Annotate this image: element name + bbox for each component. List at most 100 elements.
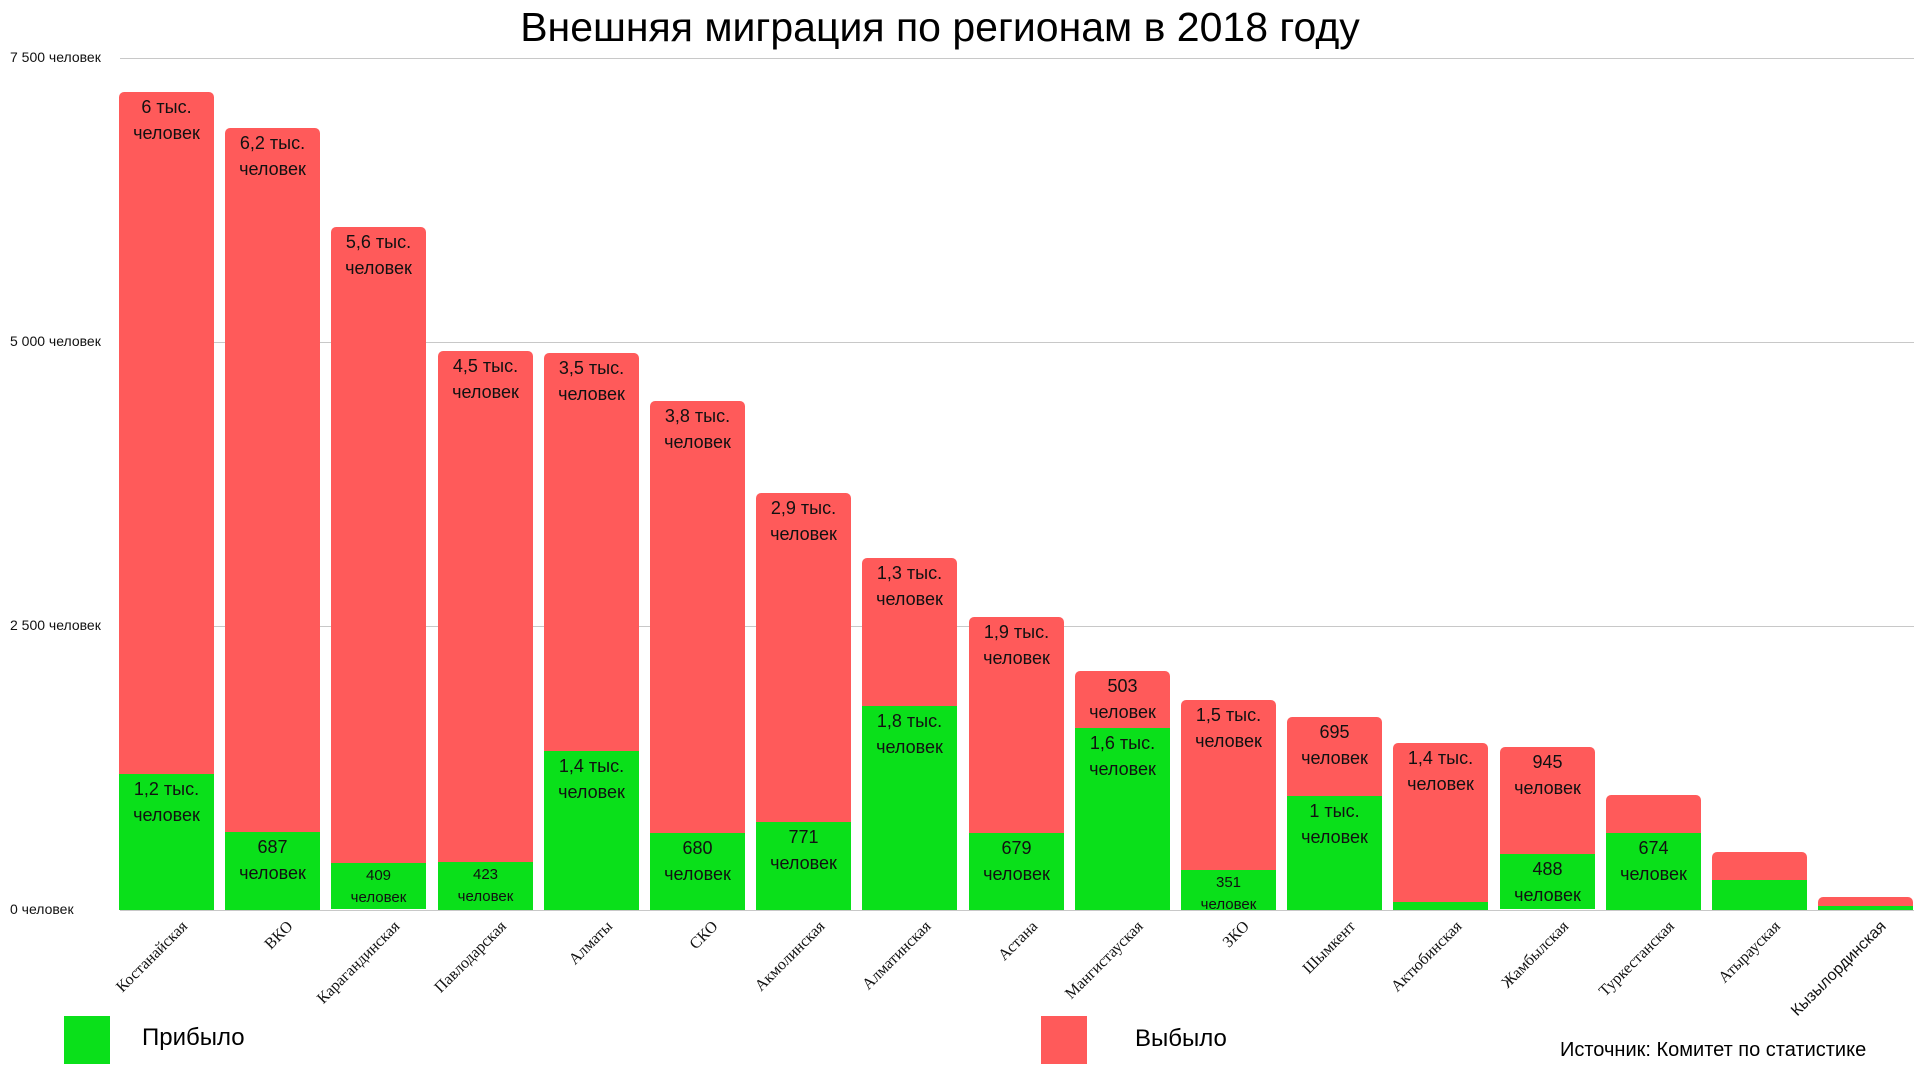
bar-segment-arrived[interactable]: 488 человек <box>1500 854 1595 909</box>
bar-segment-departed[interactable]: 1,5 тыс. человек <box>1181 700 1276 870</box>
data-label-line: 1,3 тыс. <box>876 563 943 583</box>
data-label: 6 тыс. человек <box>119 94 214 146</box>
bar-2[interactable]: 5,6 тыс. человек 409 человек <box>331 227 426 910</box>
data-label-line: 5,6 тыс. <box>345 232 412 252</box>
bar-3[interactable]: 4,5 тыс. человек 423 человек <box>438 351 533 910</box>
data-label-line: человек <box>664 864 731 884</box>
data-label: 695 человек <box>1287 719 1382 771</box>
bar-segment-departed[interactable] <box>1712 852 1807 880</box>
bar-segment-arrived[interactable]: 687 человек <box>225 832 320 910</box>
x-tick-label: СКО <box>686 918 722 954</box>
data-label-line: 6,2 тыс. <box>239 133 306 153</box>
data-label: 6,2 тыс. человек <box>225 130 320 182</box>
bar-7[interactable]: 1,3 тыс. человек 1,8 тыс. человек <box>862 558 957 910</box>
data-label: 3,8 тыс. человек <box>650 403 745 455</box>
bar-15[interactable] <box>1712 852 1807 910</box>
bar-segment-departed[interactable]: 2,9 тыс. человек <box>756 493 851 822</box>
data-label-line: человек <box>983 648 1050 668</box>
bar-segment-departed[interactable]: 5,6 тыс. человек <box>331 227 426 863</box>
chart-title: Внешняя миграция по регионам в 2018 году <box>520 4 1360 50</box>
bar-segment-departed[interactable] <box>1606 795 1701 833</box>
bar-segment-arrived[interactable]: 680 человек <box>650 833 745 910</box>
x-tick-label: Павлодарская <box>430 918 510 997</box>
data-label-line: 1,2 тыс. <box>133 779 200 799</box>
bar-segment-departed[interactable]: 4,5 тыс. человек <box>438 351 533 862</box>
bar-1[interactable]: 6,2 тыс. человек 687 человек <box>225 128 320 910</box>
data-label-line: 1,6 тыс. <box>1089 733 1156 753</box>
bar-segment-departed[interactable] <box>1818 897 1913 906</box>
data-label-line: 1 тыс. <box>1309 801 1360 821</box>
data-label-line: человек <box>1620 864 1687 884</box>
bar-segment-arrived[interactable]: 1,6 тыс. человек <box>1075 728 1170 910</box>
bar-segment-arrived[interactable]: 679 человек <box>969 833 1064 910</box>
bar-segment-arrived[interactable]: 409 человек <box>331 863 426 909</box>
data-label-line: человек <box>1089 759 1156 779</box>
data-label: 679 человек <box>969 835 1064 887</box>
data-label-line: человек <box>1301 748 1368 768</box>
bar-segment-arrived[interactable]: 423 человек <box>438 862 533 910</box>
data-label: 1,8 тыс. человек <box>862 708 957 760</box>
data-label-line: 771 <box>788 827 819 847</box>
bar-segment-departed[interactable]: 1,4 тыс. человек <box>1393 743 1488 902</box>
bar-4[interactable]: 3,5 тыс. человек 1,4 тыс. человек <box>544 353 639 910</box>
data-label: 503 человек <box>1075 673 1170 725</box>
bar-segment-departed[interactable]: 6,2 тыс. человек <box>225 128 320 832</box>
bar-segment-departed[interactable]: 503 человек <box>1075 671 1170 728</box>
bar-segment-arrived[interactable]: 1,4 тыс. человек <box>544 751 639 910</box>
data-label: 1,5 тыс. человек <box>1181 702 1276 754</box>
bar-segment-arrived[interactable]: 1,8 тыс. человек <box>862 706 957 910</box>
data-label: 680 человек <box>650 835 745 887</box>
data-label-line: человек <box>452 382 519 402</box>
bar-8[interactable]: 1,9 тыс. человек 679 человек <box>969 617 1064 910</box>
data-label: 2,9 тыс. человек <box>756 495 851 547</box>
bar-segment-departed[interactable]: 1,9 тыс. человек <box>969 617 1064 833</box>
bar-segment-arrived[interactable]: 674 человек <box>1606 833 1701 910</box>
data-label: 351 человек <box>1181 872 1276 910</box>
data-label-line: человек <box>1200 896 1257 910</box>
data-label-line: 687 <box>257 837 288 857</box>
x-tick-label: ЗКО <box>1219 918 1253 952</box>
bar-11[interactable]: 695 человек 1 тыс. человек <box>1287 717 1382 910</box>
x-tick-label: Туркестанская <box>1595 918 1678 1000</box>
bar-10[interactable]: 1,5 тыс. человек 351 человек <box>1181 700 1276 910</box>
data-label-line: человек <box>1089 702 1156 722</box>
bar-segment-departed[interactable]: 3,5 тыс. человек <box>544 353 639 751</box>
x-tick-label: Костанайская <box>112 918 191 996</box>
data-label: 1,4 тыс. человек <box>544 753 639 805</box>
bar-segment-arrived[interactable]: 771 человек <box>756 822 851 910</box>
data-label-line: 488 <box>1532 859 1563 879</box>
data-label-line: человек <box>664 432 731 452</box>
bar-6[interactable]: 2,9 тыс. человек 771 человек <box>756 493 851 910</box>
data-label-line: человек <box>983 864 1050 884</box>
bar-segment-departed[interactable]: 945 человек <box>1500 747 1595 854</box>
bar-segment-arrived[interactable]: 1,2 тыс. человек <box>119 774 214 910</box>
data-label-line: человек <box>1195 731 1262 751</box>
bar-0[interactable]: 6 тыс. человек 1,2 тыс. человек <box>119 92 214 910</box>
bar-16[interactable] <box>1818 897 1913 910</box>
bar-segment-departed[interactable]: 695 человек <box>1287 717 1382 796</box>
bar-12[interactable]: 1,4 тыс. человек <box>1393 743 1488 910</box>
data-label-line: 679 <box>1001 838 1032 858</box>
bar-segment-arrived[interactable] <box>1818 906 1913 910</box>
bar-13[interactable]: 945 человек 488 человек <box>1500 747 1595 910</box>
bar-segment-departed[interactable]: 6 тыс. человек <box>119 92 214 774</box>
y-tick-label: 0 человек <box>10 901 74 917</box>
bar-segment-departed[interactable]: 3,8 тыс. человек <box>650 401 745 833</box>
data-label: 4,5 тыс. человек <box>438 353 533 405</box>
x-tick-label: Жамбылская <box>1498 918 1572 992</box>
data-label: 1,2 тыс. человек <box>119 776 214 828</box>
data-label-line: человек <box>133 805 200 825</box>
bar-segment-arrived[interactable]: 351 человек <box>1181 870 1276 910</box>
bar-9[interactable]: 503 человек 1,6 тыс. человек <box>1075 671 1170 910</box>
bar-segment-departed[interactable]: 1,3 тыс. человек <box>862 558 957 706</box>
bar-14[interactable]: 674 человек <box>1606 795 1701 910</box>
bar-segment-arrived[interactable]: 1 тыс. человек <box>1287 796 1382 910</box>
x-tick-label: Шымкент <box>1299 918 1359 978</box>
data-label-line: 423 <box>472 866 499 883</box>
x-tick-label: Астана <box>994 918 1041 965</box>
data-label: 1,9 тыс. человек <box>969 619 1064 671</box>
bar-segment-arrived[interactable] <box>1712 880 1807 910</box>
bar-5[interactable]: 3,8 тыс. человек 680 человек <box>650 401 745 910</box>
bar-segment-arrived[interactable] <box>1393 902 1488 910</box>
y-tick-label: 7 500 человек <box>10 49 101 65</box>
